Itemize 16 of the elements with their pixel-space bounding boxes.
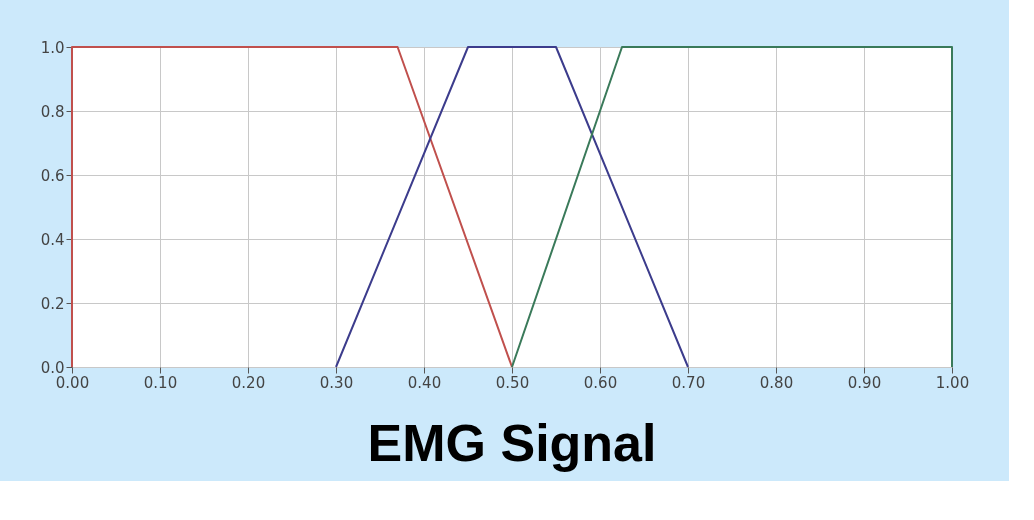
text: EMG Signal	[367, 414, 657, 472]
x-tick-label: 0.60	[583, 373, 618, 392]
x-tick-label: 0.80	[759, 373, 794, 392]
x-tick-label: 0.40	[407, 373, 442, 392]
x-tick-label: 1.00	[935, 373, 970, 392]
y-tick-label: 0.8	[40, 102, 65, 121]
y-tick-label: 1.0	[40, 38, 65, 57]
y-tick-label: 0.6	[40, 166, 65, 185]
x-tick-label: 0.70	[671, 373, 706, 392]
x-tick-label: 0.90	[847, 373, 882, 392]
x-tick-label: 0.20	[231, 373, 266, 392]
y-tick-label: 0.2	[40, 294, 65, 313]
x-tick-label: 0.30	[319, 373, 354, 392]
x-tick-label: 0.10	[143, 373, 178, 392]
x-tick-label: 0.50	[495, 373, 530, 392]
y-tick-label: 0.4	[40, 230, 65, 249]
